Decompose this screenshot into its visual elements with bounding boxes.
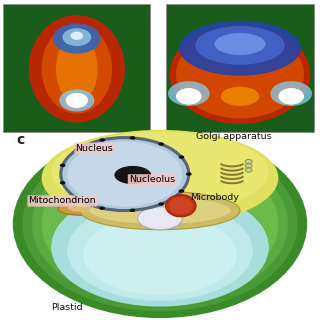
Ellipse shape bbox=[29, 15, 125, 123]
Circle shape bbox=[179, 189, 184, 193]
FancyBboxPatch shape bbox=[166, 4, 314, 132]
Ellipse shape bbox=[61, 138, 189, 211]
Circle shape bbox=[130, 136, 135, 140]
Ellipse shape bbox=[62, 28, 91, 46]
Circle shape bbox=[60, 181, 66, 185]
Ellipse shape bbox=[214, 33, 266, 55]
Ellipse shape bbox=[51, 188, 269, 307]
Ellipse shape bbox=[169, 197, 193, 214]
Ellipse shape bbox=[70, 32, 83, 40]
Circle shape bbox=[245, 159, 252, 164]
Circle shape bbox=[99, 138, 105, 142]
Ellipse shape bbox=[68, 198, 137, 212]
FancyBboxPatch shape bbox=[3, 4, 150, 132]
Circle shape bbox=[60, 164, 66, 167]
Ellipse shape bbox=[179, 21, 301, 76]
Circle shape bbox=[74, 148, 80, 152]
Circle shape bbox=[245, 164, 252, 168]
Ellipse shape bbox=[59, 89, 94, 111]
Ellipse shape bbox=[90, 197, 230, 224]
Ellipse shape bbox=[138, 207, 182, 230]
Text: Mitochondrion: Mitochondrion bbox=[28, 196, 96, 205]
Ellipse shape bbox=[83, 214, 237, 295]
Circle shape bbox=[179, 156, 184, 159]
Circle shape bbox=[130, 209, 135, 212]
Ellipse shape bbox=[176, 88, 202, 105]
Ellipse shape bbox=[42, 130, 278, 226]
Ellipse shape bbox=[170, 25, 310, 124]
Ellipse shape bbox=[13, 130, 307, 318]
Text: Golgi apparatus: Golgi apparatus bbox=[196, 132, 271, 141]
Text: c: c bbox=[16, 133, 24, 147]
Ellipse shape bbox=[114, 166, 151, 184]
Text: Microbody: Microbody bbox=[190, 193, 239, 202]
Text: Nucleolus: Nucleolus bbox=[129, 175, 175, 184]
Circle shape bbox=[245, 168, 252, 172]
Ellipse shape bbox=[270, 81, 312, 106]
Circle shape bbox=[186, 172, 192, 176]
Ellipse shape bbox=[56, 34, 98, 103]
Ellipse shape bbox=[42, 24, 112, 114]
Text: Plastid: Plastid bbox=[52, 303, 83, 312]
Ellipse shape bbox=[58, 194, 147, 215]
Circle shape bbox=[99, 206, 105, 210]
Ellipse shape bbox=[168, 81, 210, 106]
Ellipse shape bbox=[278, 88, 304, 105]
Circle shape bbox=[158, 202, 164, 206]
Ellipse shape bbox=[22, 137, 298, 311]
Ellipse shape bbox=[80, 191, 240, 230]
Ellipse shape bbox=[166, 195, 196, 217]
Ellipse shape bbox=[221, 87, 259, 106]
Ellipse shape bbox=[67, 141, 182, 207]
Ellipse shape bbox=[195, 26, 285, 65]
Ellipse shape bbox=[32, 143, 288, 305]
Circle shape bbox=[74, 196, 80, 200]
Ellipse shape bbox=[53, 23, 101, 54]
Ellipse shape bbox=[66, 93, 88, 108]
Ellipse shape bbox=[42, 150, 278, 298]
Text: Nucleus: Nucleus bbox=[76, 144, 113, 153]
Ellipse shape bbox=[51, 132, 269, 212]
Ellipse shape bbox=[67, 201, 253, 301]
Circle shape bbox=[158, 142, 164, 146]
Ellipse shape bbox=[176, 30, 304, 118]
